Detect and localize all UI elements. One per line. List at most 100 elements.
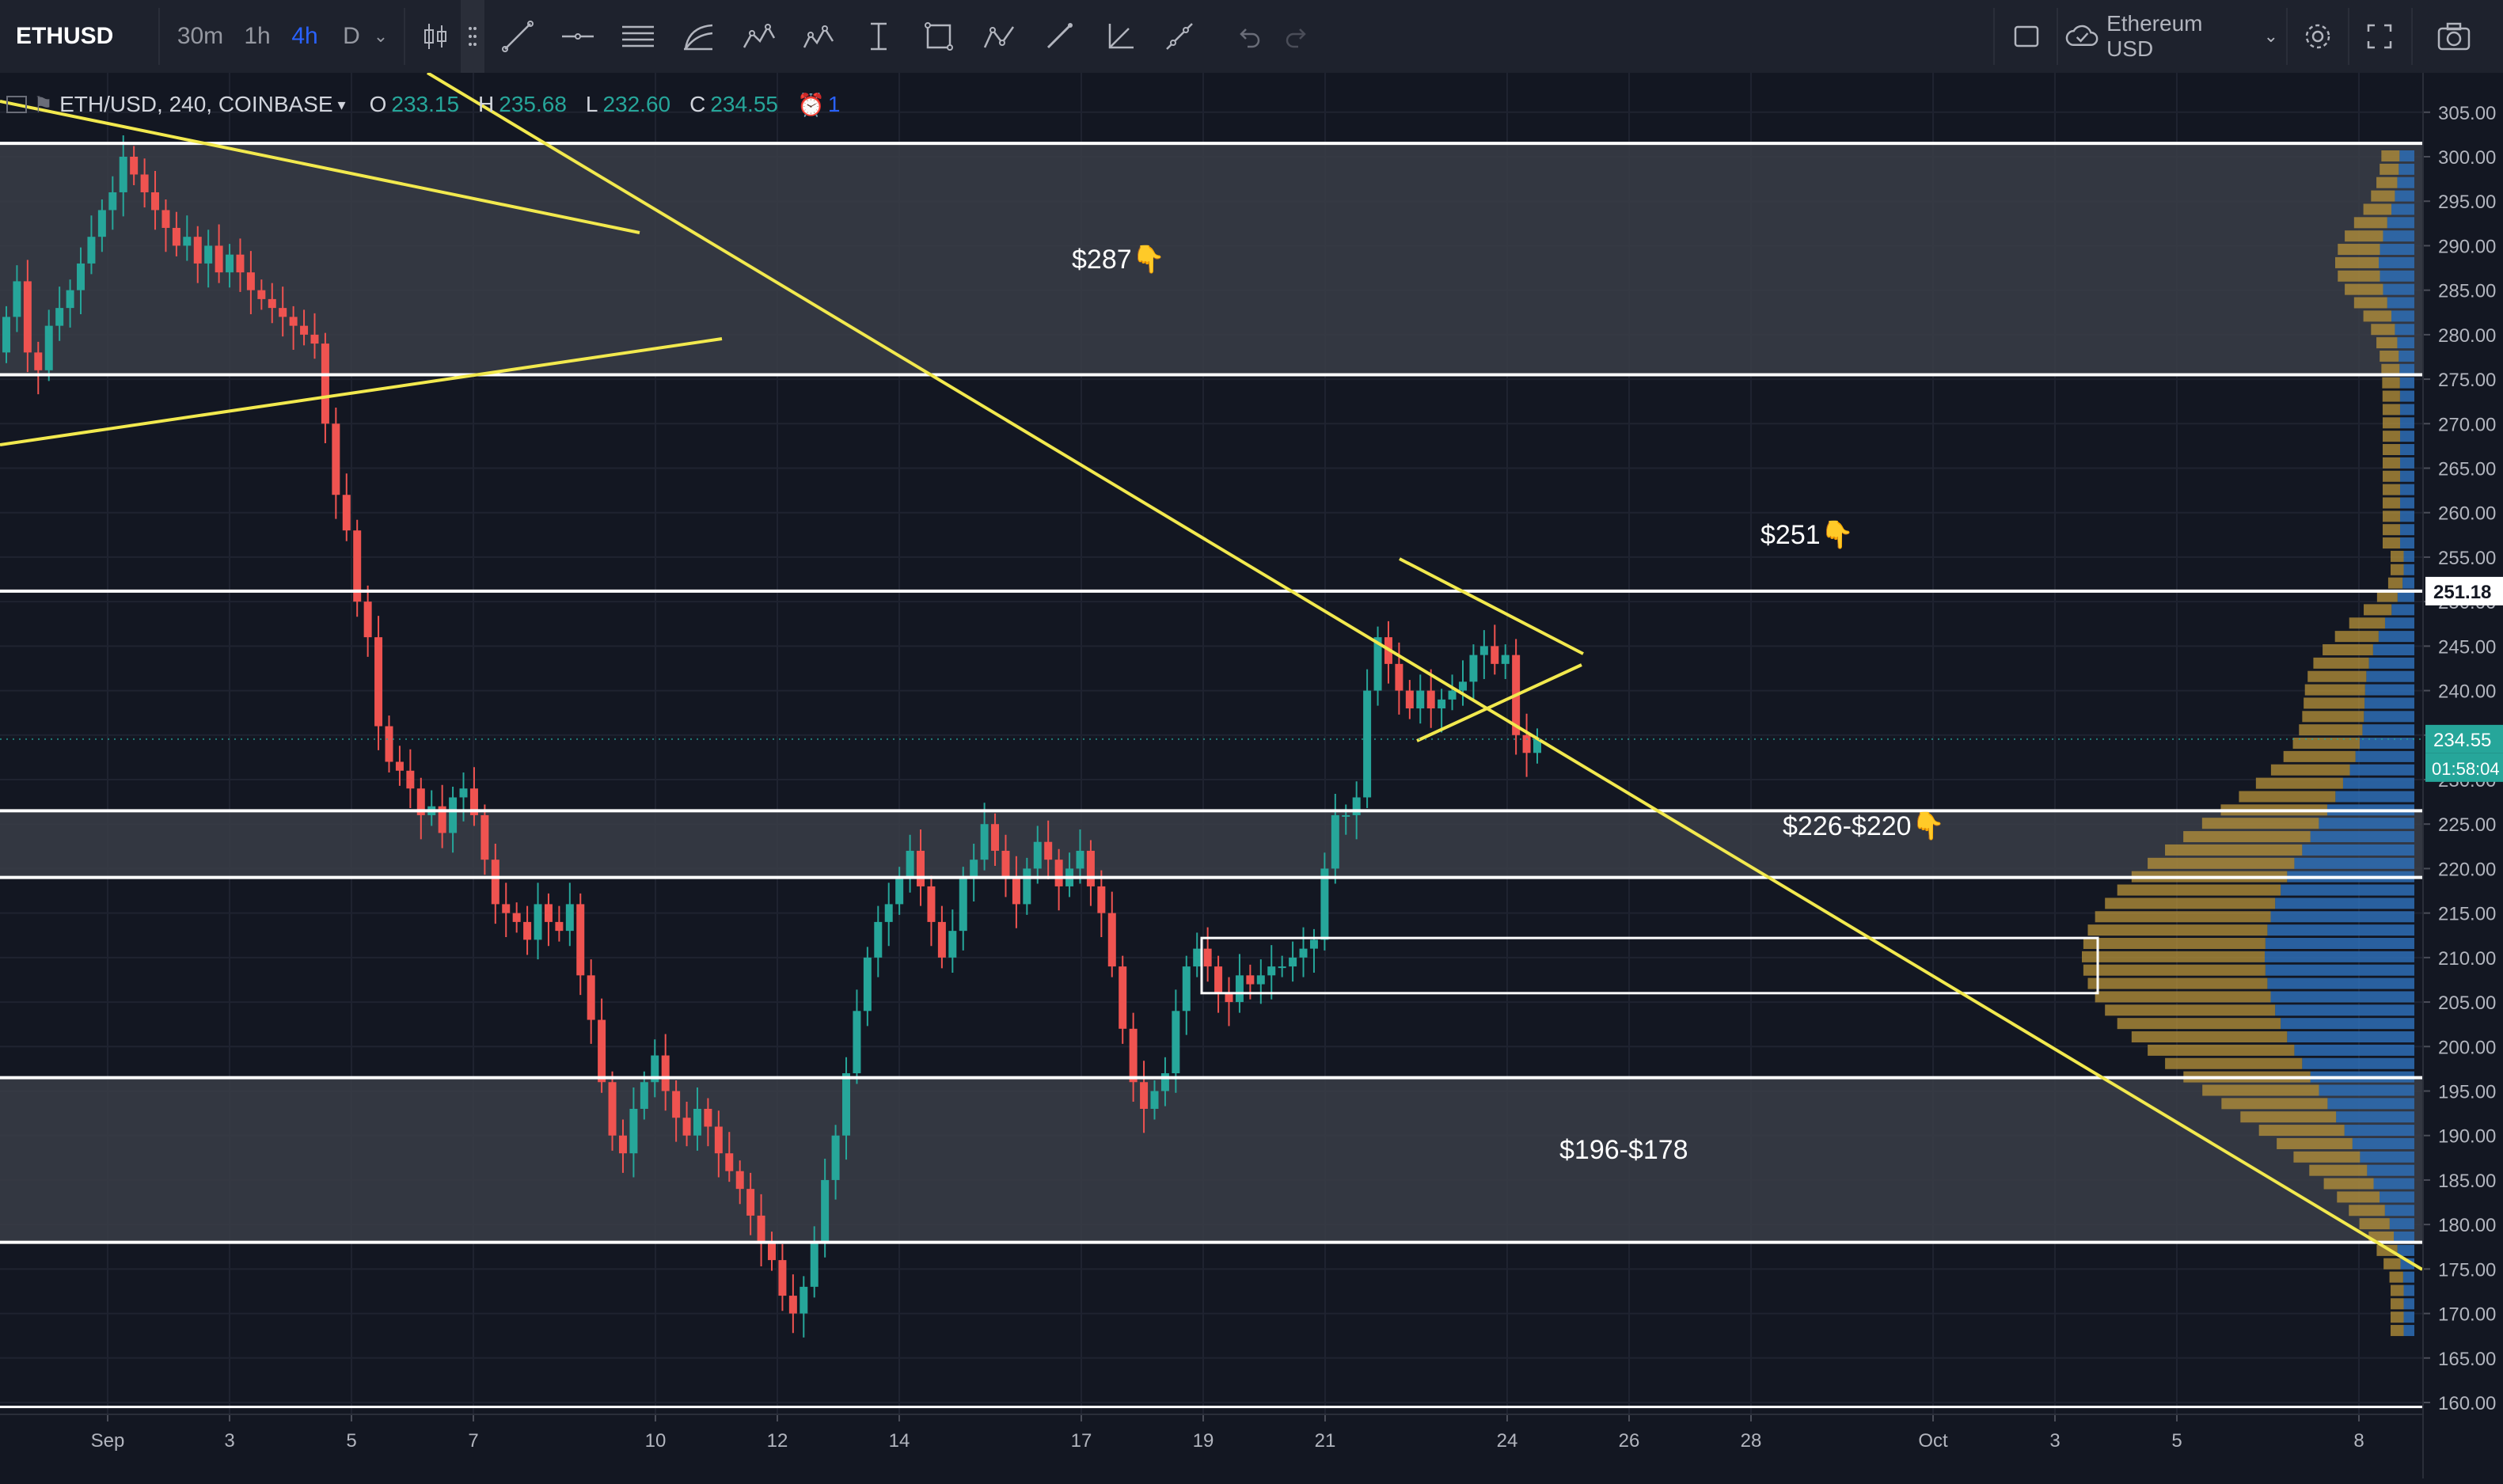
annotation-226-220[interactable]: $226-$220👇 (1783, 810, 1945, 842)
volume-profile-bar-up (2360, 1151, 2414, 1163)
channel-icon[interactable] (611, 0, 665, 73)
candle-body (970, 860, 978, 878)
candle-body (300, 325, 309, 335)
candle-body (77, 263, 85, 290)
candle-body (438, 806, 446, 833)
volume-profile-bar-down (2082, 951, 2265, 962)
candle-body (980, 824, 989, 860)
low-label: L (585, 92, 598, 116)
undo-icon[interactable] (1230, 0, 1270, 73)
annotation-251[interactable]: $251👇 (1760, 519, 1854, 551)
volume-profile-bar-down (2105, 1004, 2276, 1016)
measure-icon[interactable] (852, 0, 906, 73)
annotation-text: $251 (1760, 520, 1821, 550)
annotation-287[interactable]: $287👇 (1072, 244, 1165, 275)
countdown-tag (2425, 753, 2503, 782)
candle-body (917, 850, 925, 886)
volume-profile-bar-up (2399, 404, 2414, 416)
volume-profile-bar-up (2352, 1137, 2414, 1149)
candle-body (1225, 992, 1233, 1003)
candle-body (1256, 975, 1265, 985)
volume-profile-bar-down (2201, 818, 2319, 829)
interval-d[interactable]: D (343, 23, 360, 49)
trend-line (0, 337, 723, 446)
alarm-icon[interactable]: ⏰ (796, 92, 825, 117)
volume-profile-bar-down (2387, 577, 2403, 589)
trend-line-icon[interactable] (491, 0, 545, 73)
interval-1h[interactable]: 1h (244, 23, 271, 49)
price-chart[interactable] (0, 71, 2424, 1414)
candle-body (236, 254, 245, 273)
candle-body (108, 192, 117, 211)
volume-profile-bar-up (2367, 1164, 2414, 1176)
fib-icon[interactable] (671, 0, 725, 73)
candle-body (87, 237, 96, 264)
brush-icon[interactable] (1032, 0, 1086, 73)
interval-dropdown-chevron-icon[interactable]: ⌄ (373, 26, 389, 46)
collapse-icon[interactable] (6, 96, 27, 113)
volume-profile (2082, 150, 2414, 1337)
volume-profile-bar-up (2265, 951, 2414, 962)
annotation-196-178[interactable]: $196-$178 (1559, 1135, 1688, 1166)
candle-body (1140, 1082, 1149, 1109)
chart-pane[interactable] (0, 71, 2424, 1414)
candle-body (1044, 841, 1053, 860)
volume-profile-bar-down (2283, 750, 2356, 762)
candle-body (523, 921, 532, 940)
horizontal-line-icon[interactable] (551, 0, 605, 73)
volume-profile-bar-up (2281, 884, 2414, 896)
symbol-title[interactable]: ETH/USD, 240, COINBASE (59, 92, 333, 116)
drag-handle-icon[interactable] (461, 0, 484, 73)
candle-body (735, 1171, 744, 1190)
interval-4h[interactable]: 4h (291, 23, 318, 49)
candle-body (34, 352, 43, 370)
elliott-icon[interactable] (792, 0, 845, 73)
price-axis[interactable]: 305.00 300.00 295.00 290.00 285.00 280.00 275.… (2422, 73, 2503, 1478)
volume-profile-bar-down (2391, 1285, 2404, 1296)
volume-profile-bar-up (2400, 497, 2414, 509)
chevron-down-icon[interactable]: ▾ (337, 96, 346, 114)
annotation-text: $196-$178 (1559, 1135, 1688, 1165)
fullscreen-box-icon[interactable] (2003, 0, 2050, 73)
compare-button[interactable]: Ethereum USD ⌄ (2064, 0, 2278, 73)
rectangle-icon[interactable] (912, 0, 966, 73)
candle-body (172, 227, 180, 246)
candle-body (321, 343, 329, 424)
volume-profile-bar-up (2400, 470, 2414, 482)
angle-icon[interactable] (1092, 0, 1146, 73)
candle-body (640, 1082, 648, 1109)
candles-icon[interactable] (412, 0, 459, 73)
time-tick-label: 5 (2171, 1430, 2182, 1452)
volume-profile-bar-down (2292, 738, 2360, 750)
flag-icon[interactable]: ⚑ (33, 92, 54, 117)
current-price-tag (2425, 724, 2503, 753)
volume-profile-bar-down (2105, 898, 2276, 909)
interval-30m[interactable]: 30m (177, 23, 224, 49)
volume-profile-bar-up (2399, 431, 2414, 442)
level-price-tag-text: 251.18 (2433, 582, 2491, 603)
path-icon[interactable] (1153, 0, 1206, 73)
redo-icon[interactable] (1276, 0, 1316, 73)
volume-profile-bar-down (2083, 937, 2266, 949)
volume-profile-bar-up (2378, 631, 2414, 643)
candle-body (469, 788, 478, 815)
expand-icon[interactable] (2354, 0, 2405, 73)
abcd-icon[interactable] (972, 0, 1026, 73)
volume-profile-bar-up (2380, 270, 2414, 282)
symbol-search[interactable]: ETHUSD (16, 23, 114, 49)
volume-profile-bar-down (2363, 203, 2392, 215)
gear-icon[interactable] (2292, 0, 2343, 73)
candle-body (1001, 850, 1010, 878)
time-axis[interactable]: Sep 3 5 7 10 12 14 17 19 21 24 26 28 Oct 3 5 8 (0, 1414, 2422, 1480)
time-tick-label: 10 (645, 1430, 667, 1452)
volume-profile-bar-up (2402, 1271, 2414, 1283)
candle-body (1193, 948, 1202, 967)
pattern-icon[interactable] (731, 0, 785, 73)
candle-body (863, 957, 872, 1011)
candle-body (1522, 734, 1531, 753)
volume-profile-bar-up (2399, 363, 2414, 375)
volume-profile-bar-up (2270, 991, 2414, 1003)
camera-icon[interactable] (2422, 0, 2486, 73)
volume-profile-bar-up (2281, 1018, 2414, 1030)
volume-profile-bar-down (2338, 270, 2380, 282)
